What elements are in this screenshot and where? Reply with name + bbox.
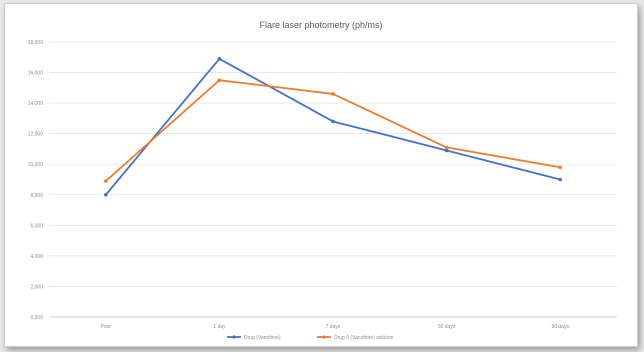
data-point xyxy=(217,57,222,61)
line-chart: Flare laser photometry (ph/ms) 0,000 2,00… xyxy=(28,20,617,341)
series-lines xyxy=(104,57,562,197)
y-tick-label: 0,000 xyxy=(30,315,43,321)
legend-label-2: Drug II (Vanofrine) solution xyxy=(334,335,394,341)
y-tick-label: 8,000 xyxy=(30,193,43,199)
legend-label-1: Drug (Vanofrine) xyxy=(244,335,281,341)
x-tick-label: 90 days xyxy=(551,324,569,330)
y-tick-label: 16,000 xyxy=(28,71,44,77)
data-point xyxy=(331,119,335,124)
chart-title: Flare laser photometry (ph/ms) xyxy=(259,20,382,30)
y-tick-label: 18,000 xyxy=(28,40,44,46)
chart-frame: Flare laser photometry (ph/ms) 0,000 2,00… xyxy=(4,3,638,347)
data-point xyxy=(104,179,108,183)
x-axis-ticks: Prior 1 day 7 days 30 days 90 days xyxy=(101,324,570,330)
legend: Drug (Vanofrine) Drug II (Vanofrine) solu… xyxy=(227,335,394,341)
y-tick-label: 12,000 xyxy=(28,132,44,138)
y-tick-label: 6,000 xyxy=(30,223,43,229)
x-tick-label: 7 days xyxy=(326,324,341,330)
data-point xyxy=(331,92,335,96)
data-point xyxy=(558,177,562,182)
data-point xyxy=(104,192,108,197)
y-tick-label: 14,000 xyxy=(28,101,44,107)
legend-marker-1 xyxy=(232,335,236,339)
y-tick-label: 4,000 xyxy=(30,254,43,260)
legend-marker-2 xyxy=(322,335,326,339)
series-line-1 xyxy=(105,57,561,196)
data-point xyxy=(558,165,562,170)
gridlines xyxy=(49,41,617,318)
data-point xyxy=(444,145,449,150)
x-tick-label: 1 day xyxy=(213,324,226,330)
y-tick-label: 10,000 xyxy=(28,162,44,168)
y-tick-label: 2,000 xyxy=(30,284,43,290)
x-tick-label: Prior xyxy=(101,324,112,330)
x-tick-label: 30 days xyxy=(438,324,456,330)
data-point xyxy=(444,148,449,153)
y-axis-ticks: 0,000 2,000 4,000 6,000 8,000 10,000 12,000 14,… xyxy=(28,40,44,321)
data-point xyxy=(217,78,222,82)
